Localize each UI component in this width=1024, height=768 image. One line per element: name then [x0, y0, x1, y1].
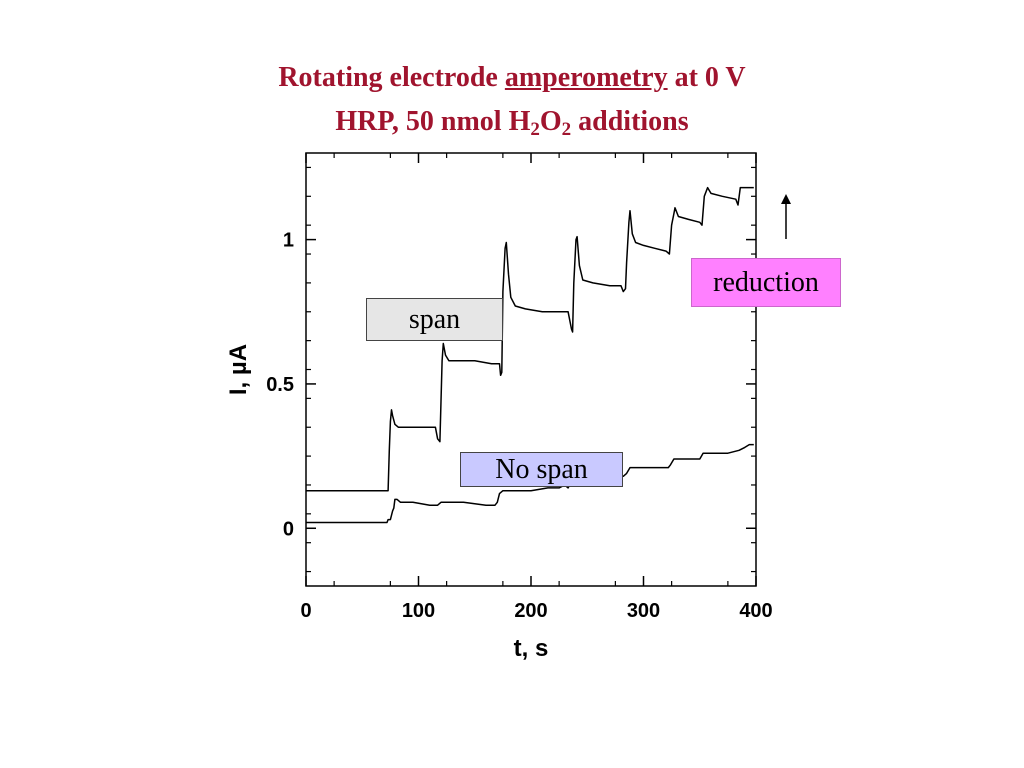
series-lines	[306, 186, 754, 524]
title2-sub2: 2	[561, 119, 572, 140]
x-tick-label: 300	[627, 600, 660, 622]
title2-prefix: HRP, 50 nmol H	[335, 106, 531, 137]
series-line-span	[306, 186, 754, 492]
title-underlined-word: amperometry	[504, 62, 668, 93]
x-axis-label: t, s	[514, 635, 549, 662]
x-tick-label: 0	[300, 600, 311, 622]
x-tick-label: 200	[514, 600, 547, 622]
chart-title-line1: Rotating electrode amperometry at 0 V	[0, 62, 1024, 94]
y-tick-label: 0.5	[266, 374, 294, 396]
title2-mid: O	[539, 106, 562, 137]
no-span-label-box: No span	[460, 452, 623, 487]
title2-suffix: additions	[571, 106, 689, 137]
y-tick-label: 0	[283, 518, 294, 540]
reduction-arrow	[781, 194, 791, 239]
title-suffix: at 0 V	[667, 62, 746, 93]
chart-title-line2: HRP, 50 nmol H2O2 additions	[0, 106, 1024, 140]
reduction-arrow-head	[781, 194, 791, 204]
title2-sub1: 2	[530, 119, 540, 140]
series-line-no-span	[306, 443, 754, 524]
y-axis-label: I, µA	[225, 344, 252, 395]
y-tick-label: 1	[283, 230, 294, 252]
tick-marks	[305, 153, 757, 586]
tick-labels: 0 100 200 300 400 0 0.5 1	[266, 230, 773, 622]
x-tick-label: 400	[739, 600, 772, 622]
x-tick-label: 100	[402, 600, 435, 622]
title-prefix: Rotating electrode	[278, 62, 505, 93]
reduction-label-box: reduction	[691, 258, 841, 307]
span-label-box: span	[366, 298, 503, 341]
plot-frame	[305, 152, 757, 587]
